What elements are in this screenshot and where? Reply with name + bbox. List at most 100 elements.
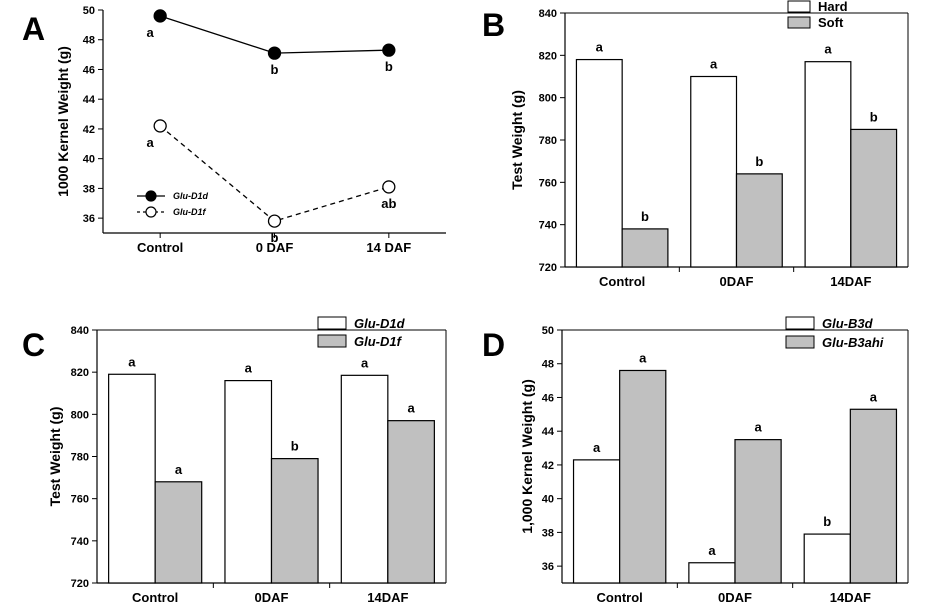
significance-label: a — [245, 361, 253, 376]
y-tick-label: 720 — [71, 578, 89, 590]
panel-letter: D — [482, 327, 505, 363]
y-axis-title: 1,000 Kernel Weight (g) — [519, 379, 535, 534]
significance-label: b — [823, 514, 831, 529]
legend-label: Glu-D1d — [354, 316, 406, 331]
x-tick-label: Control — [132, 590, 178, 605]
data-point — [153, 9, 167, 23]
significance-label: b — [755, 154, 763, 169]
y-tick-label: 44 — [542, 426, 555, 438]
x-tick-label: 0 DAF — [256, 240, 294, 255]
significance-label: a — [147, 135, 155, 150]
y-tick-label: 38 — [83, 183, 95, 195]
legend-label: Soft — [818, 15, 844, 30]
bar — [108, 373, 156, 584]
y-tick-label: 840 — [539, 8, 557, 20]
panel-d: D 36 38 40 42 44 46 48 50 Control 0DAF 14DAF 1,000 K… — [482, 316, 909, 605]
y-tick-label: 800 — [71, 409, 89, 421]
legend-label: Glu-D1d — [173, 191, 209, 201]
legend-label: Glu-D1f — [354, 334, 403, 349]
y-tick-label: 760 — [539, 177, 557, 189]
significance-label: a — [710, 57, 718, 72]
significance-label: b — [870, 109, 878, 124]
panel-c: C 720 740 760 780 800 820 840 Control 0DAF 14DAF Te… — [22, 316, 447, 605]
significance-label: a — [593, 440, 601, 455]
y-tick-label: 36 — [542, 561, 554, 573]
legend: Glu-D1d Glu-D1f — [137, 190, 209, 218]
x-tick-label: 14DAF — [830, 274, 871, 289]
y-tick-label: 800 — [539, 93, 557, 105]
legend-label: Hard — [818, 0, 848, 14]
significance-label: b — [271, 230, 279, 245]
x-tick-label: Control — [599, 274, 645, 289]
legend-label: Glu-B3d — [822, 316, 874, 331]
y-tick-label: 820 — [539, 50, 557, 62]
y-tick-label: 40 — [542, 494, 554, 506]
significance-label: a — [596, 40, 604, 55]
y-tick-label: 44 — [83, 94, 96, 106]
legend-swatch — [787, 16, 811, 29]
bar — [575, 58, 623, 268]
bar — [734, 439, 782, 584]
y-tick-label: 780 — [71, 452, 89, 464]
y-tick-label: 50 — [542, 325, 554, 337]
bar — [804, 61, 852, 268]
bar — [619, 369, 667, 584]
bar — [850, 128, 898, 268]
panel-letter: B — [482, 7, 505, 43]
y-tick-label: 48 — [542, 359, 554, 371]
bar — [340, 374, 389, 584]
legend-label: Glu-B3ahi — [822, 335, 884, 350]
y-tick-label: 740 — [71, 536, 89, 548]
data-point — [153, 119, 167, 133]
significance-label: a — [639, 350, 647, 365]
x-tick-label: 14DAF — [367, 590, 408, 605]
significance-label: b — [641, 209, 649, 224]
y-tick-label: 42 — [542, 460, 554, 472]
significance-label: b — [271, 62, 279, 77]
legend-swatch — [785, 316, 815, 330]
significance-label: a — [754, 420, 762, 435]
significance-label: a — [708, 543, 716, 558]
panel-letter: C — [22, 327, 45, 363]
bar — [270, 458, 319, 584]
legend-swatch — [785, 335, 815, 349]
significance-label: a — [175, 462, 183, 477]
y-tick-label: 36 — [83, 213, 95, 225]
y-tick-label: 740 — [539, 220, 557, 232]
y-tick-label: 38 — [542, 527, 554, 539]
significance-label: b — [291, 439, 299, 454]
panel-letter: A — [22, 11, 45, 47]
data-point — [382, 43, 396, 57]
y-tick-label: 50 — [83, 5, 95, 17]
significance-label: b — [385, 59, 393, 74]
significance-label: a — [407, 401, 415, 416]
legend-swatch — [787, 0, 811, 13]
y-tick-label: 780 — [539, 135, 557, 147]
panel-a: A 36 38 40 42 44 46 48 50 Control 0 DAF 14 DAF 1000 … — [22, 5, 446, 255]
legend-label: Glu-D1f — [173, 207, 207, 217]
panel-b: B 720 740 760 780 800 820 840 Control 0DAF 14DAF Te… — [482, 0, 909, 289]
y-tick-label: 820 — [71, 367, 89, 379]
bar — [849, 408, 898, 584]
x-tick-label: 14DAF — [830, 590, 871, 605]
x-tick-label: Control — [137, 240, 183, 255]
y-tick-label: 46 — [542, 392, 554, 404]
bar — [735, 173, 783, 268]
x-tick-label: 0DAF — [255, 590, 289, 605]
bar — [688, 562, 736, 584]
significance-label: a — [147, 25, 155, 40]
bar — [224, 380, 273, 584]
legend-swatch — [317, 316, 347, 330]
data-point — [267, 214, 282, 228]
data-point — [382, 180, 396, 194]
bar — [154, 481, 203, 584]
y-tick-label: 760 — [71, 494, 89, 506]
legend-marker — [145, 206, 157, 218]
data-point — [267, 46, 282, 60]
bar — [387, 420, 435, 584]
significance-label: a — [361, 355, 369, 370]
bar — [690, 75, 738, 268]
bar — [621, 228, 669, 268]
